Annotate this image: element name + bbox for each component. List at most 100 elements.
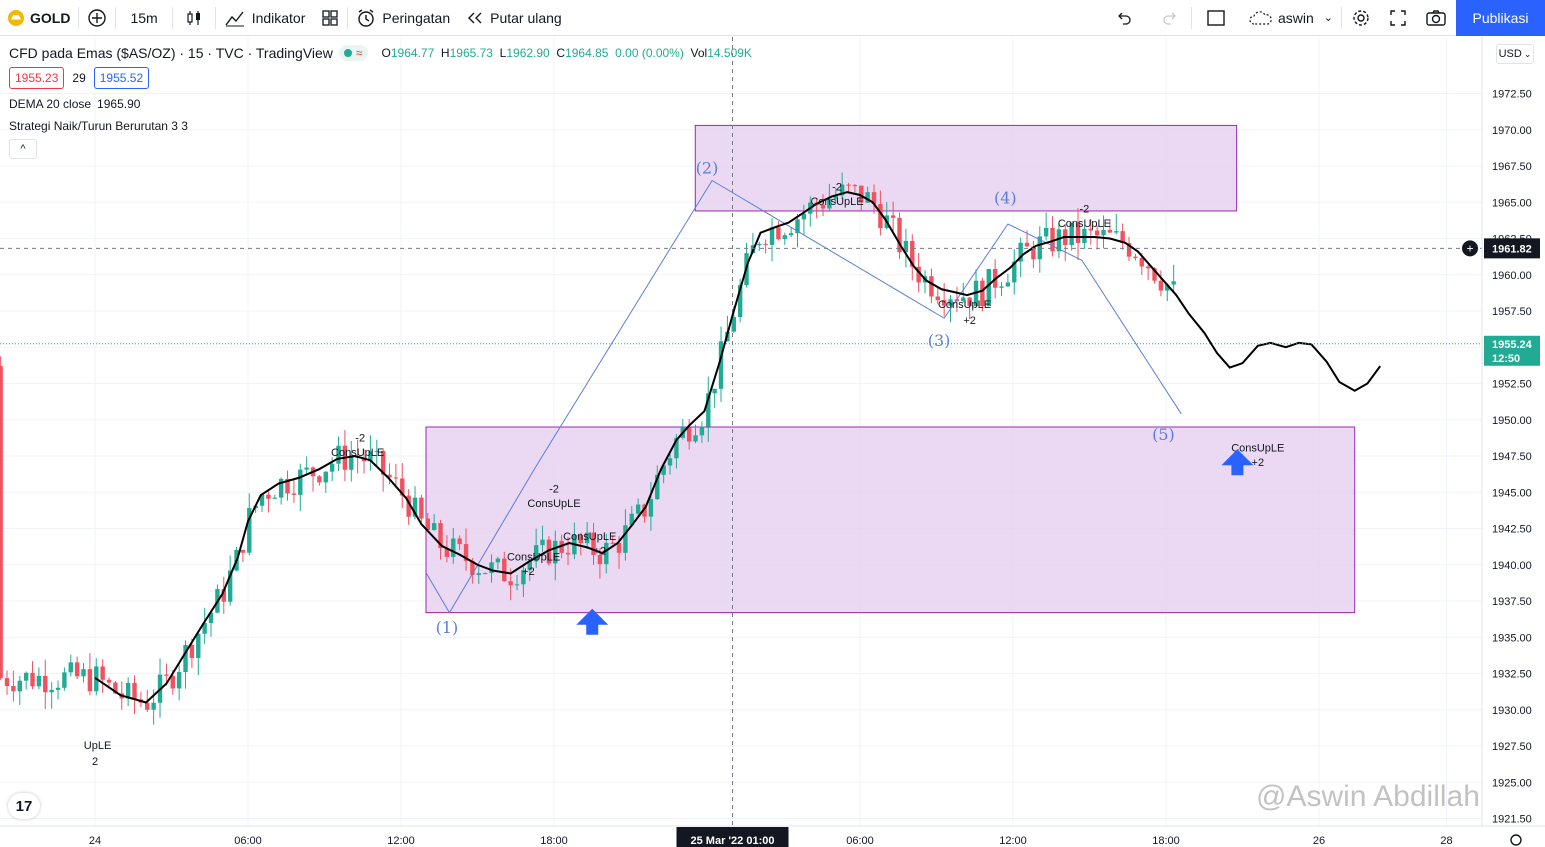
indicator-strategy-row[interactable]: Strategi Naik/Turun Berurutan 3 3 [9, 119, 752, 133]
candle-body [349, 456, 354, 470]
candle-body [1043, 227, 1049, 237]
cloud-save-button[interactable]: aswin ⌄ [1240, 0, 1341, 36]
symbol-search-button[interactable]: GOLD [0, 0, 78, 36]
candle-body [540, 539, 545, 546]
candle-body [591, 532, 596, 556]
candle-body [74, 662, 80, 677]
candle-body [208, 612, 214, 624]
fullscreen-button[interactable] [1380, 0, 1416, 36]
candle-body [693, 435, 698, 442]
drawing-rect-button[interactable] [1192, 0, 1240, 36]
gold-logo-icon [8, 9, 24, 26]
candle-body [661, 465, 666, 475]
y-tick-label: 1935.00 [1492, 632, 1532, 644]
redo-button[interactable] [1147, 0, 1191, 36]
signals-layer: -2ConsUpLE-2ConsUpLEConsUpLE+2ConsUpLE+2… [84, 182, 1285, 768]
candle-body [1107, 229, 1113, 233]
candle-body [393, 477, 399, 479]
separator [214, 6, 216, 29]
indicators-button[interactable]: Indikator [216, 0, 314, 36]
series-title[interactable]: CFD pada Emas ($AS/OZ) · 15 · TVC · Trad… [9, 45, 333, 61]
snapshot-button[interactable] [1416, 0, 1456, 36]
candle-body [910, 240, 915, 267]
indicator-dema-row[interactable]: DEMA 20 close 1965.90 [9, 97, 752, 111]
candle-body [240, 549, 246, 553]
settings-button[interactable] [1342, 0, 1380, 36]
tradingview-logo-icon[interactable]: 17 [8, 793, 40, 819]
separator [1190, 6, 1192, 29]
replay-button[interactable]: Putar ulang [458, 0, 570, 36]
candle-body [514, 584, 520, 586]
candle-body [266, 494, 271, 499]
candle-body [196, 633, 201, 658]
toolbar-right: aswin ⌄ Publikasi [1103, 0, 1545, 36]
alerts-label: Peringatan [382, 9, 451, 26]
publish-button[interactable]: Publikasi [1456, 0, 1545, 36]
candle-body [406, 495, 411, 517]
collapse-legend-button[interactable]: ^ [9, 139, 37, 159]
add-alert-plus-icon-glyph: + [1466, 241, 1473, 255]
x-tick-label: 28 [1440, 835, 1452, 847]
candle-body [655, 474, 660, 500]
candle-body [1165, 284, 1170, 291]
wave-label: (1) [436, 618, 459, 637]
undo-button[interactable] [1103, 0, 1147, 36]
price-chart[interactable]: (1)(2)(3)(4)(5) -2ConsUpLE-2ConsUpLECons… [0, 37, 1545, 847]
candle-body [438, 523, 443, 549]
sell-price-box[interactable]: 1955.23 [9, 67, 65, 89]
wave-label: (2) [696, 158, 719, 177]
compare-button[interactable] [79, 0, 115, 36]
candle-body [476, 573, 481, 576]
candle-body [1056, 229, 1062, 252]
chart-area[interactable]: (1) (2) (3) (4) (5) -2 ConsUpLE -2 ConsUpLE Cons… [0, 37, 1545, 847]
candle-body [527, 561, 532, 571]
candle-body [463, 544, 469, 561]
candle-body [419, 497, 424, 519]
candle-body [17, 680, 22, 692]
y-tick-label: 1940.00 [1492, 560, 1532, 572]
alerts-button[interactable]: Peringatan [348, 0, 458, 36]
chart-type-button[interactable] [173, 0, 215, 36]
candle-body [291, 493, 297, 495]
market-status-pill[interactable]: ≈ [338, 45, 368, 61]
candle-body [546, 539, 552, 564]
candle-body [795, 219, 800, 234]
wave-label: (4) [994, 189, 1017, 208]
y-tick-label: 1921.50 [1492, 814, 1532, 826]
candle-body [578, 534, 583, 544]
candle-body [259, 494, 265, 506]
candle-body [712, 388, 717, 394]
candle-body [323, 471, 328, 483]
candle-body [68, 662, 73, 673]
crosshair-time-label: 25 Mar '22 01:00 [691, 835, 775, 847]
layouts-button[interactable] [313, 0, 347, 36]
candle-body [878, 204, 883, 229]
candle-body [757, 243, 762, 246]
crosshair-price-box [1484, 238, 1540, 259]
candle-body [967, 297, 972, 307]
candle-body [202, 623, 207, 634]
y-tick-label: 1967.50 [1492, 161, 1532, 173]
candle-body [648, 499, 654, 517]
buy-price-box[interactable]: 1955.52 [93, 67, 150, 89]
candle-body [221, 589, 226, 602]
candle-body [1050, 227, 1055, 252]
separator [171, 6, 173, 29]
signal-label: -2 [549, 483, 559, 495]
candle-body [584, 532, 590, 544]
candle-body [1069, 222, 1074, 246]
signal-label: +2 [1252, 457, 1265, 469]
candle-body [247, 508, 252, 553]
candle-body [699, 426, 705, 436]
candle-body [897, 217, 902, 253]
candle-body [1139, 258, 1144, 267]
candle-body [1158, 280, 1164, 291]
signal-label: UpLE [84, 740, 112, 752]
currency-selector[interactable]: USD ⌄ [1496, 44, 1534, 64]
candle-body [1037, 236, 1042, 260]
interval-button[interactable]: 15m [116, 0, 171, 36]
candle-body [482, 573, 488, 575]
spread-value: 29 [72, 71, 86, 85]
y-tick-label: 1930.00 [1492, 705, 1532, 717]
candle-body [820, 204, 826, 209]
